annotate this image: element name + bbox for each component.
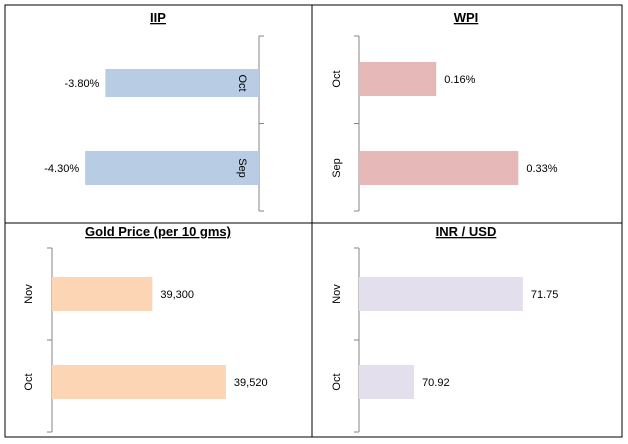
panel-border — [4, 222, 313, 438]
category-label: Oct — [236, 74, 248, 91]
data-label: -3.80% — [64, 78, 99, 90]
panel-border — [4, 4, 313, 224]
chart-title: INR / USD — [436, 224, 497, 239]
bar — [105, 69, 259, 97]
data-label: 71.75 — [531, 289, 559, 301]
bar-group: -3.80% Oct -4.30% Sep — [44, 35, 264, 212]
panel-gold-price: Gold Price (per 10 gms) 39,300 Nov 39,520 O… — [4, 222, 313, 438]
category-label: Sep — [236, 158, 248, 178]
bar — [85, 151, 259, 185]
data-label: 39,520 — [234, 377, 268, 389]
bar — [359, 151, 519, 185]
bar-group: 39,300 Nov 39,520 Oct — [23, 247, 268, 433]
panel-wpi: WPI 0.16% Oct 0.33% Sep — [311, 4, 623, 224]
data-label: 0.16% — [444, 74, 475, 86]
data-label: 70.92 — [422, 377, 450, 389]
panel-inr-usd: INR / USD 71.75 Nov 70.92 Oct — [311, 222, 623, 438]
bar-group: 71.75 Nov 70.92 Oct — [331, 247, 559, 433]
category-label: Oct — [23, 373, 35, 390]
panel-iip: IIP -3.80% Oct -4.30% Sep — [4, 4, 313, 224]
panel-border — [311, 222, 623, 438]
category-label: Sep — [331, 158, 343, 178]
data-label: 39,300 — [160, 289, 194, 301]
data-label: 0.33% — [526, 163, 557, 175]
bar-group: 0.16% Oct 0.33% Sep — [331, 35, 558, 212]
bar — [52, 365, 226, 399]
category-label: Oct — [331, 373, 343, 390]
category-label: Nov — [23, 284, 35, 304]
category-label: Nov — [331, 284, 343, 304]
category-label: Oct — [331, 70, 343, 87]
chart-title: WPI — [454, 10, 479, 25]
chart-title: Gold Price (per 10 gms) — [85, 224, 231, 239]
bar — [52, 277, 153, 311]
bar — [359, 62, 437, 96]
chart-title: IIP — [150, 10, 166, 25]
bar — [359, 365, 415, 399]
bar — [359, 277, 523, 311]
data-label: -4.30% — [44, 163, 79, 175]
